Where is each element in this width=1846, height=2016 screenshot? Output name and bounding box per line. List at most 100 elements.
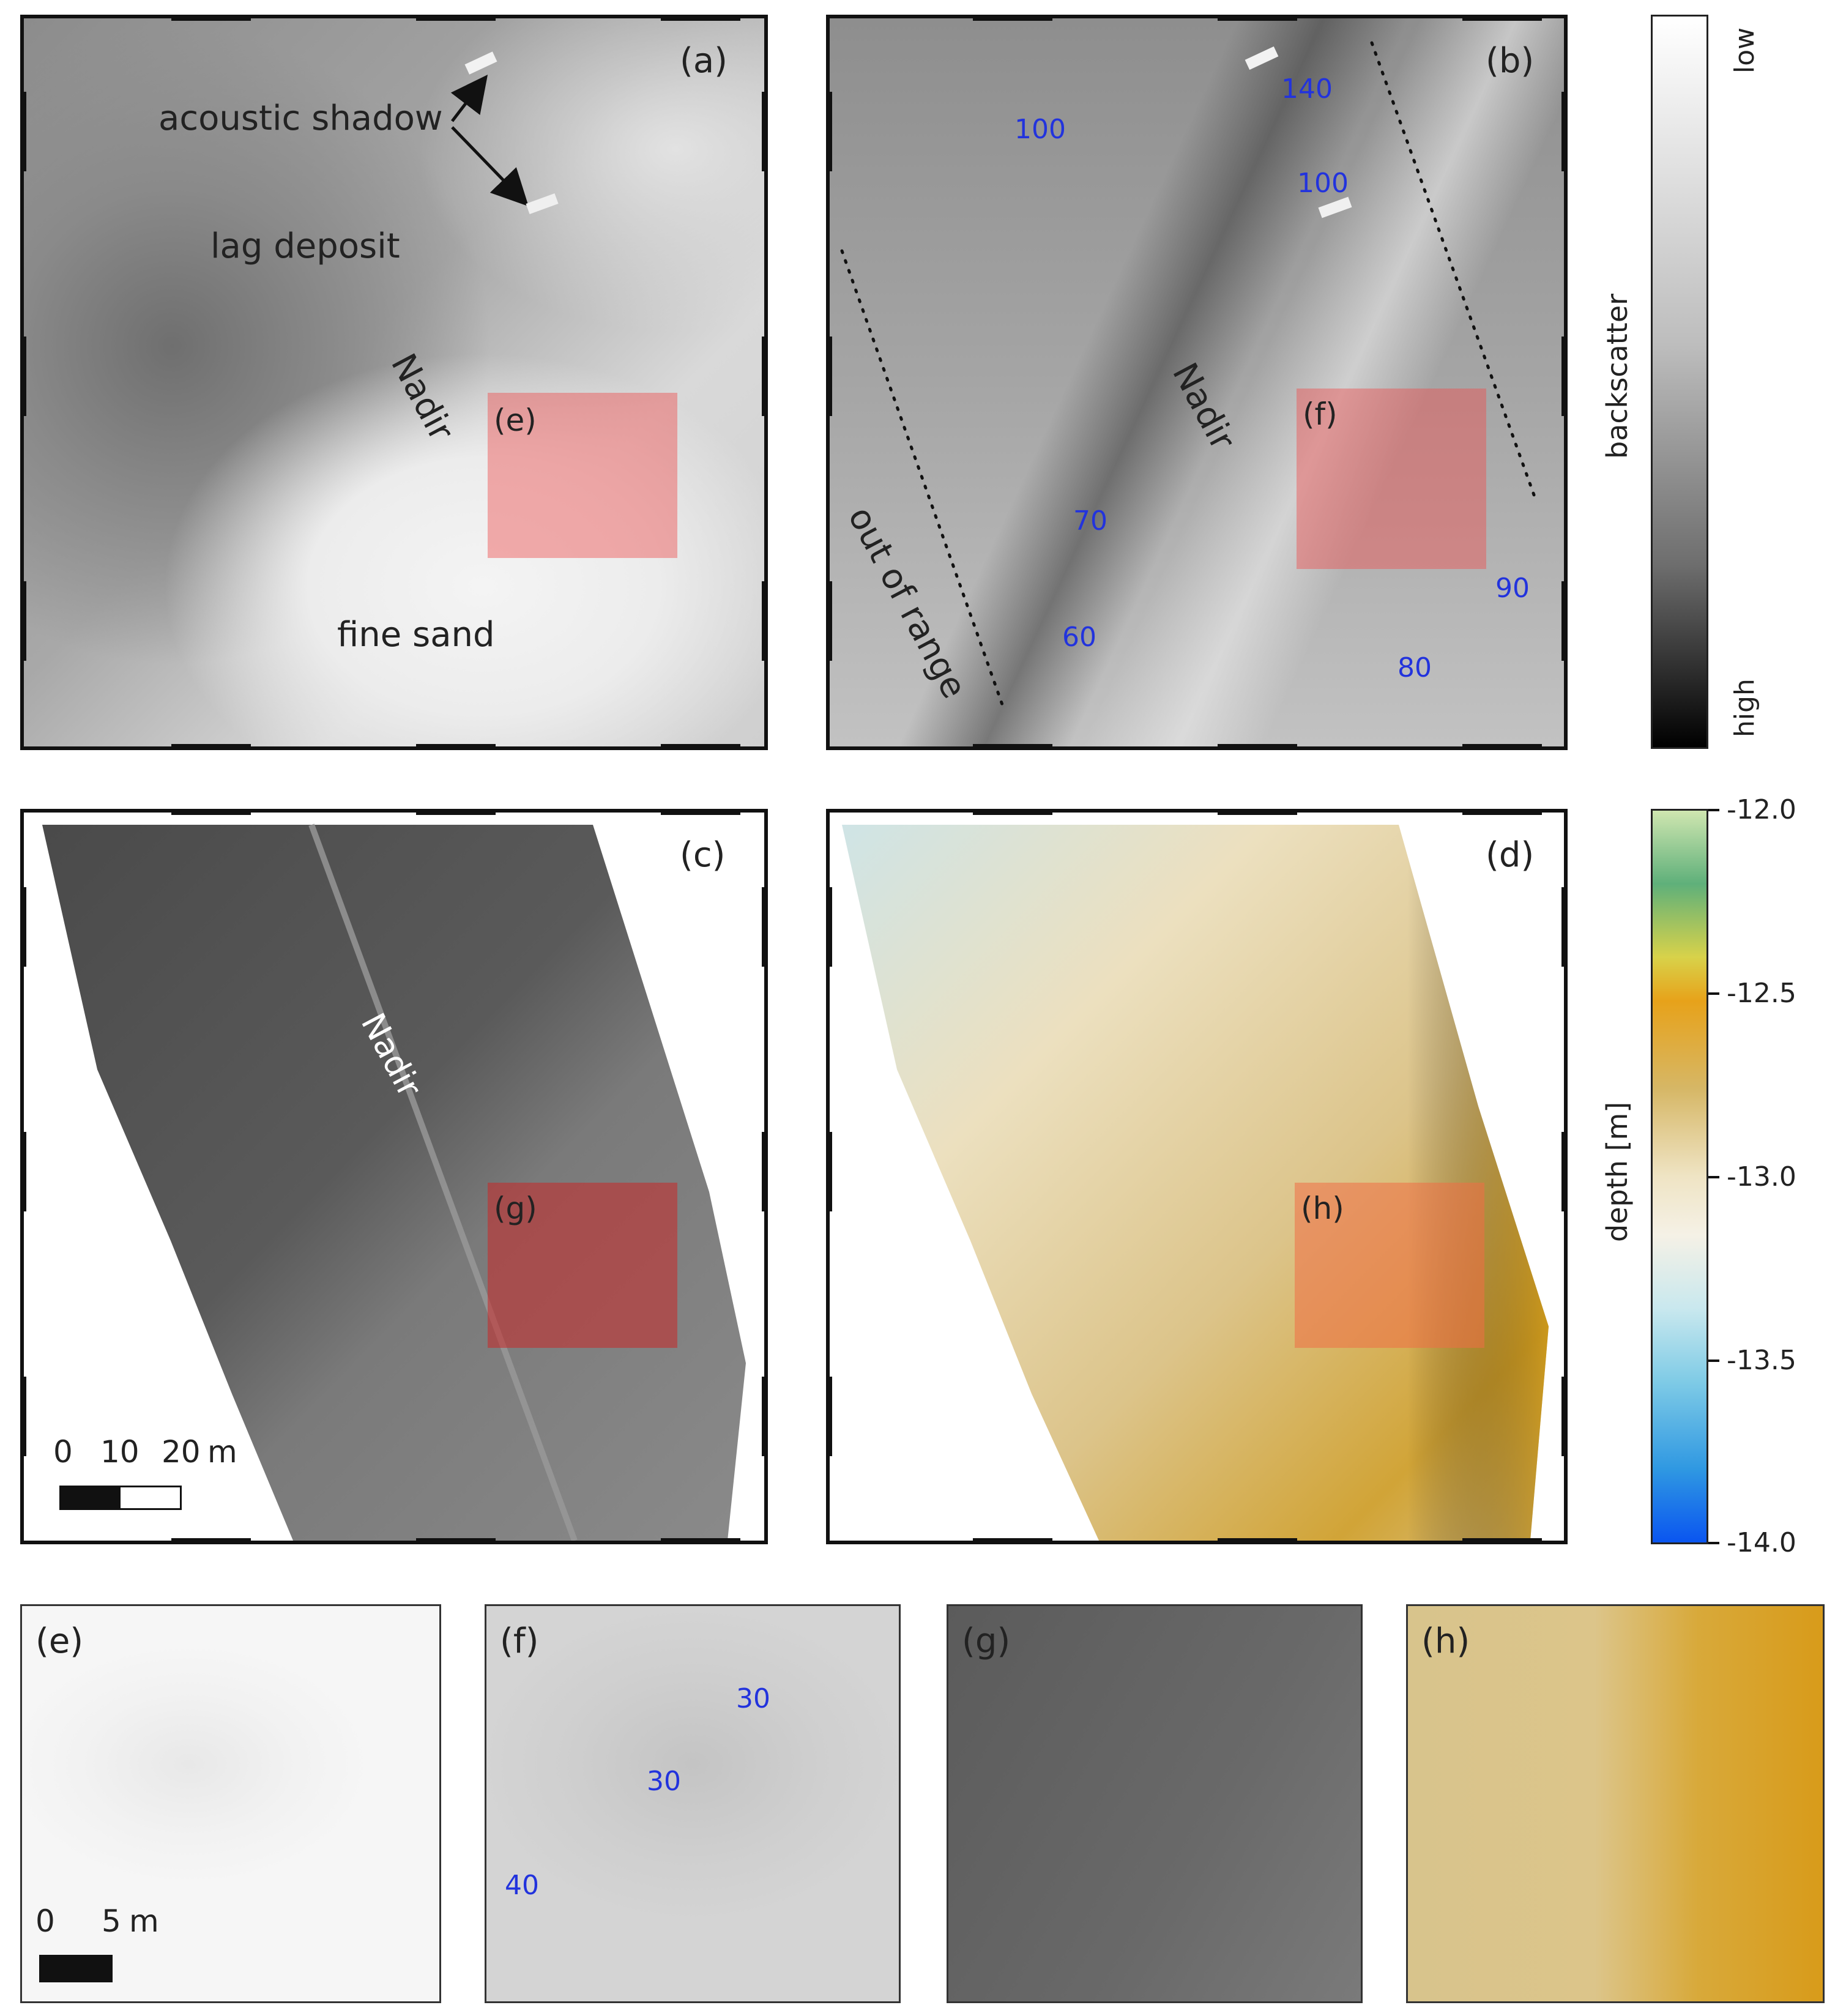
depth-tick-label: -13.0 bbox=[1727, 1161, 1796, 1192]
tick bbox=[1462, 1538, 1542, 1544]
tick bbox=[416, 15, 496, 21]
scale-tick-0: 0 bbox=[35, 1903, 55, 1939]
tick bbox=[661, 744, 740, 750]
depth-axis-label: depth [m] bbox=[1601, 1102, 1634, 1242]
colorbar-tick bbox=[1708, 1542, 1719, 1544]
tick bbox=[1561, 1377, 1568, 1456]
shadow-streak bbox=[464, 51, 497, 75]
tick bbox=[762, 1132, 768, 1211]
tick bbox=[20, 337, 26, 416]
backscatter-axis-label: backscatter bbox=[1601, 294, 1634, 459]
number-label: 70 bbox=[1073, 505, 1107, 537]
panel-h-inset: (h) bbox=[1406, 1604, 1825, 2003]
tick bbox=[661, 1538, 740, 1544]
swath-edge-right bbox=[1370, 41, 1538, 504]
inset-label-f: (f) bbox=[1303, 396, 1338, 432]
panel-e-inset: (e) 0 5 m bbox=[20, 1604, 441, 2003]
acoustic-shadow-label: acoustic shadow bbox=[158, 99, 443, 138]
tick bbox=[1561, 337, 1568, 416]
depth-tick-label: -14.0 bbox=[1727, 1527, 1796, 1558]
tick bbox=[661, 809, 740, 815]
tick bbox=[973, 15, 1052, 21]
colorbar-bottom-label: high bbox=[1729, 679, 1760, 737]
number-label: 30 bbox=[736, 1683, 770, 1714]
tick bbox=[1561, 92, 1568, 171]
number-label: 60 bbox=[1062, 622, 1096, 653]
inset-box-h bbox=[1295, 1183, 1484, 1348]
colorbar-tick bbox=[1708, 992, 1719, 995]
tick bbox=[171, 744, 251, 750]
tick bbox=[826, 1377, 832, 1456]
panel-label: (f) bbox=[500, 1621, 539, 1661]
tick bbox=[171, 809, 251, 815]
depth-tick-label: -13.5 bbox=[1727, 1345, 1796, 1376]
shadow-streak bbox=[1245, 46, 1279, 70]
number-label: 100 bbox=[1297, 168, 1349, 199]
tick bbox=[416, 744, 496, 750]
number-label: 40 bbox=[505, 1870, 539, 1901]
panel-label: (c) bbox=[680, 835, 726, 875]
panel-b-backscatter-map: (b) (f) 140 100 100 70 60 80 90 Nadir ou… bbox=[826, 15, 1568, 750]
scale-bar bbox=[59, 1486, 182, 1510]
lag-deposit-label: lag deposit bbox=[210, 226, 400, 266]
inset-label-e: (e) bbox=[494, 403, 537, 438]
tick bbox=[1561, 581, 1568, 661]
panel-g-inset: (g) bbox=[947, 1604, 1363, 2003]
colorbar-top-text: low bbox=[1729, 27, 1760, 73]
depth-colorbar bbox=[1651, 809, 1708, 1544]
panel-f-inset: (f) 30 30 40 bbox=[485, 1604, 901, 2003]
scale-tick-0: 0 bbox=[53, 1434, 73, 1470]
tick bbox=[1218, 809, 1297, 815]
panel-label: (b) bbox=[1486, 41, 1535, 81]
colorbar-top-label: low bbox=[1729, 27, 1760, 73]
tick bbox=[171, 15, 251, 21]
colorbar-tick bbox=[1708, 1176, 1719, 1178]
scale-unit: m bbox=[129, 1903, 159, 1939]
tick bbox=[826, 337, 832, 416]
panel-label: (h) bbox=[1421, 1621, 1470, 1661]
scale-tick-10: 10 bbox=[100, 1434, 140, 1470]
tick bbox=[416, 1538, 496, 1544]
tick bbox=[762, 337, 768, 416]
depth-tick-label: -12.5 bbox=[1727, 978, 1796, 1009]
depth-tick-label: -12.0 bbox=[1727, 794, 1796, 825]
shadow-streak bbox=[526, 193, 559, 215]
tick bbox=[1218, 15, 1297, 21]
number-label: 140 bbox=[1281, 73, 1333, 105]
tick bbox=[661, 15, 740, 21]
panel-label: (g) bbox=[962, 1621, 1011, 1661]
tick bbox=[171, 1538, 251, 1544]
colorbar-bottom-text: high bbox=[1729, 679, 1760, 737]
nadir-line bbox=[308, 824, 578, 1541]
mosaic-swath bbox=[42, 824, 746, 1541]
tick bbox=[20, 1132, 26, 1211]
tick bbox=[762, 887, 768, 967]
inset-label-h: (h) bbox=[1301, 1191, 1344, 1226]
tick bbox=[826, 581, 832, 661]
scale-unit: m bbox=[207, 1434, 237, 1470]
panel-label: (d) bbox=[1486, 835, 1535, 875]
tick bbox=[1462, 15, 1542, 21]
scale-tick-5: 5 bbox=[102, 1903, 121, 1939]
tick bbox=[826, 887, 832, 967]
tick bbox=[762, 1377, 768, 1456]
swath-edge-left bbox=[840, 249, 1006, 712]
tick bbox=[1218, 744, 1297, 750]
tick bbox=[1561, 1132, 1568, 1211]
panel-d-bathymetry-map: (d) (h) bbox=[826, 809, 1568, 1544]
tick bbox=[20, 92, 26, 171]
backscatter-colorbar bbox=[1651, 15, 1708, 749]
bathymetry-swath bbox=[842, 825, 1549, 1541]
tick bbox=[1218, 1538, 1297, 1544]
panel-label: (e) bbox=[35, 1621, 84, 1661]
tick bbox=[1561, 887, 1568, 967]
swath-area bbox=[42, 825, 746, 1541]
fine-sand-label: fine sand bbox=[337, 615, 495, 655]
inset-box-e bbox=[488, 393, 677, 558]
panel-label: (a) bbox=[680, 41, 728, 81]
panel-a-backscatter-map: (a) acoustic shadow lag deposit fine san… bbox=[20, 15, 768, 750]
tick bbox=[1462, 744, 1542, 750]
scale-tick-20: 20 bbox=[162, 1434, 201, 1470]
number-label: 90 bbox=[1495, 573, 1530, 604]
tick bbox=[20, 887, 26, 967]
